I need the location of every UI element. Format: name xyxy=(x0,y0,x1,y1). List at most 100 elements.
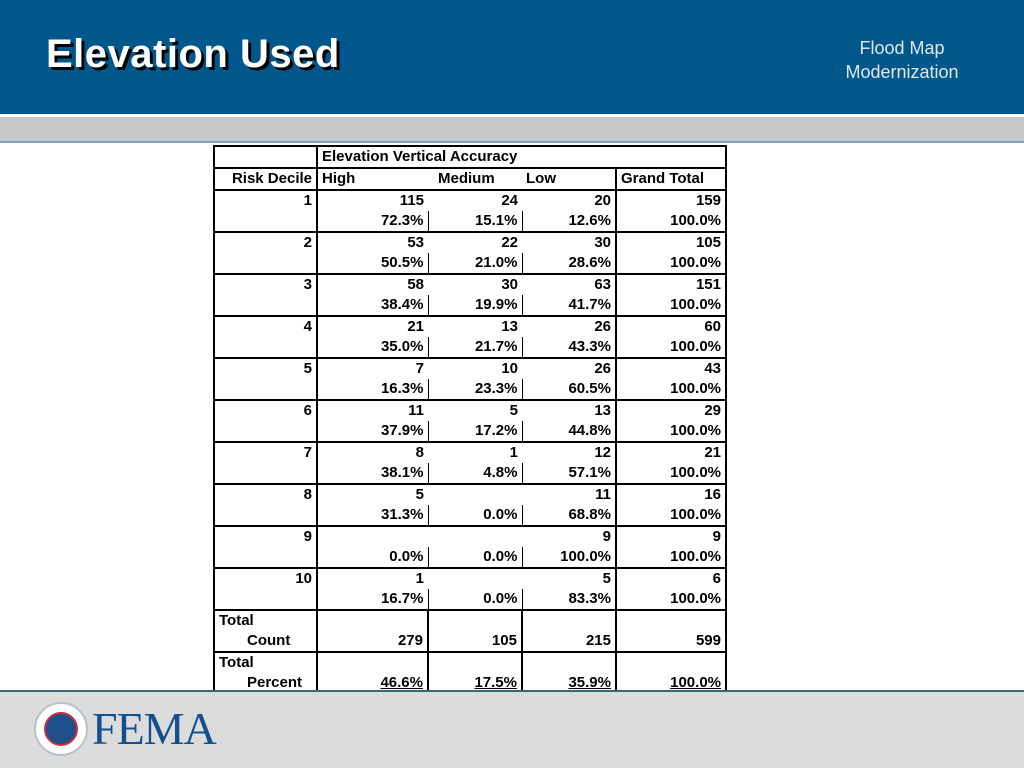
decile-count-row: 5 7 10 26 43 xyxy=(213,357,727,379)
decile-percent-row: 16.7% 0.0% 83.3% 100.0% xyxy=(213,589,727,610)
percent-cell: 31.3% xyxy=(317,505,429,526)
percent-cell: 23.3% xyxy=(428,379,523,400)
risk-decile: 5 xyxy=(213,357,318,379)
count-cell: 5 xyxy=(317,483,428,505)
count-cell: 8 xyxy=(317,441,428,463)
count-cell: 151 xyxy=(615,273,727,295)
corner-cell xyxy=(213,145,318,168)
total-cell: 279 xyxy=(317,609,429,653)
group-header: Elevation Vertical Accuracy xyxy=(317,145,727,168)
percent-cell: 100.0% xyxy=(615,295,727,316)
empty-cell xyxy=(213,337,318,358)
count-cell: 26 xyxy=(522,357,616,379)
count-cell: 9 xyxy=(615,525,727,547)
count-cell: 11 xyxy=(522,483,616,505)
percent-cell: 41.7% xyxy=(568,296,611,313)
percent-cell: 68.8% xyxy=(568,506,611,523)
percent-cell: 4.8% xyxy=(428,463,523,484)
total-count-row: Total Count 279 105 215 599 xyxy=(213,609,727,653)
percent-cell: 0.0% xyxy=(428,589,523,610)
percent-cell: 100.0% xyxy=(615,253,727,274)
count-cell: 21 xyxy=(615,441,727,463)
empty-cell xyxy=(213,379,318,400)
total-cell: 46.6% xyxy=(317,651,429,695)
decile-percent-row: 16.3% 23.3% 60.5% 100.0% xyxy=(213,379,727,400)
count-cell xyxy=(317,525,428,547)
count-cell: 6 xyxy=(615,567,727,589)
brand-line-1: Flood Map xyxy=(859,38,945,58)
empty-cell xyxy=(213,211,318,232)
percent-cell: 0.0% xyxy=(428,505,523,526)
count-cell: 43 xyxy=(615,357,727,379)
percent-cell: 50.5% xyxy=(317,253,429,274)
percent-cell: 0.0% xyxy=(428,547,523,568)
count-cell: 26 xyxy=(522,315,616,337)
total-label-text: Total xyxy=(219,654,254,671)
empty-cell xyxy=(213,589,318,610)
percent-cell: 72.3% xyxy=(317,211,429,232)
empty-cell xyxy=(213,295,318,316)
percent-cell: 16.7% xyxy=(317,589,429,610)
total-cell: 599 xyxy=(615,609,727,653)
count-cell: 12 xyxy=(522,441,616,463)
decile-count-row: 4 21 13 26 60 xyxy=(213,315,727,337)
count-cell: 1 xyxy=(428,441,522,463)
risk-decile: 3 xyxy=(213,273,318,295)
percent-cell: 100.0% xyxy=(615,547,727,568)
empty-cell xyxy=(213,463,318,484)
decile-percent-row: 37.9% 17.2% 44.8% 100.0% xyxy=(213,421,727,442)
percent-cell: 100.0% xyxy=(615,421,727,442)
percent-cell: 0.0% xyxy=(317,547,429,568)
count-cell: 30 xyxy=(428,273,522,295)
decile-count-row: 10 1 5 6 xyxy=(213,567,727,589)
decile-percent-row: 35.0% 21.7% 43.3% 100.0% xyxy=(213,337,727,358)
count-cell: 13 xyxy=(522,399,616,421)
brand-line-2: Modernization xyxy=(845,62,959,82)
percent-cell: 12.6% xyxy=(568,212,611,229)
total-label-text: Count xyxy=(247,632,291,649)
dhs-seal-logo xyxy=(34,702,88,756)
col-header: Low xyxy=(522,167,616,190)
count-cell: 60 xyxy=(615,315,727,337)
count-cell: 63 xyxy=(522,273,616,295)
count-cell: 20 xyxy=(522,189,616,211)
percent-cell: 100.0% xyxy=(615,463,727,484)
count-cell: 53 xyxy=(317,231,428,253)
percent-cell: 15.1% xyxy=(428,211,523,232)
decile-percent-row: 31.3% 0.0% 68.8% 100.0% xyxy=(213,505,727,526)
total-label-text: Total xyxy=(219,612,254,629)
col-header: Medium xyxy=(428,167,522,190)
decile-count-row: 6 11 5 13 29 xyxy=(213,399,727,421)
total-cell: 35.9% xyxy=(522,651,617,695)
risk-decile: 2 xyxy=(213,231,318,253)
percent-cell: 100.0% xyxy=(560,548,611,565)
brand-text: Flood Map Modernization xyxy=(832,36,972,84)
empty-cell xyxy=(213,421,318,442)
count-cell: 11 xyxy=(317,399,428,421)
decile-count-row: 8 5 11 16 xyxy=(213,483,727,505)
risk-decile: 8 xyxy=(213,483,318,505)
percent-cell: 19.9% xyxy=(428,295,523,316)
count-cell xyxy=(428,567,522,589)
count-cell: 5 xyxy=(522,567,616,589)
percent-cell: 17.2% xyxy=(428,421,523,442)
total-label-text: Percent xyxy=(247,674,303,691)
elevation-table: Elevation Vertical Accuracy Risk Decile … xyxy=(213,145,727,695)
decile-percent-row: 38.4% 19.9% 41.7% 100.0% xyxy=(213,295,727,316)
risk-decile: 7 xyxy=(213,441,318,463)
title-bar: Elevation Used Flood Map Modernization xyxy=(0,0,1024,114)
risk-decile: 1 xyxy=(213,189,318,211)
count-cell: 22 xyxy=(428,231,522,253)
risk-decile: 4 xyxy=(213,315,318,337)
total-cell: 100.0% xyxy=(615,651,727,695)
total-cell: 105 xyxy=(428,609,523,653)
count-cell xyxy=(428,483,522,505)
percent-cell: 83.3% xyxy=(568,590,611,607)
decile-count-row: 3 58 30 63 151 xyxy=(213,273,727,295)
decile-count-row: 7 8 1 12 21 xyxy=(213,441,727,463)
col-header: Risk Decile xyxy=(213,167,318,190)
count-cell xyxy=(428,525,522,547)
percent-cell: 43.3% xyxy=(568,338,611,355)
count-cell: 24 xyxy=(428,189,522,211)
divider xyxy=(0,141,1024,143)
